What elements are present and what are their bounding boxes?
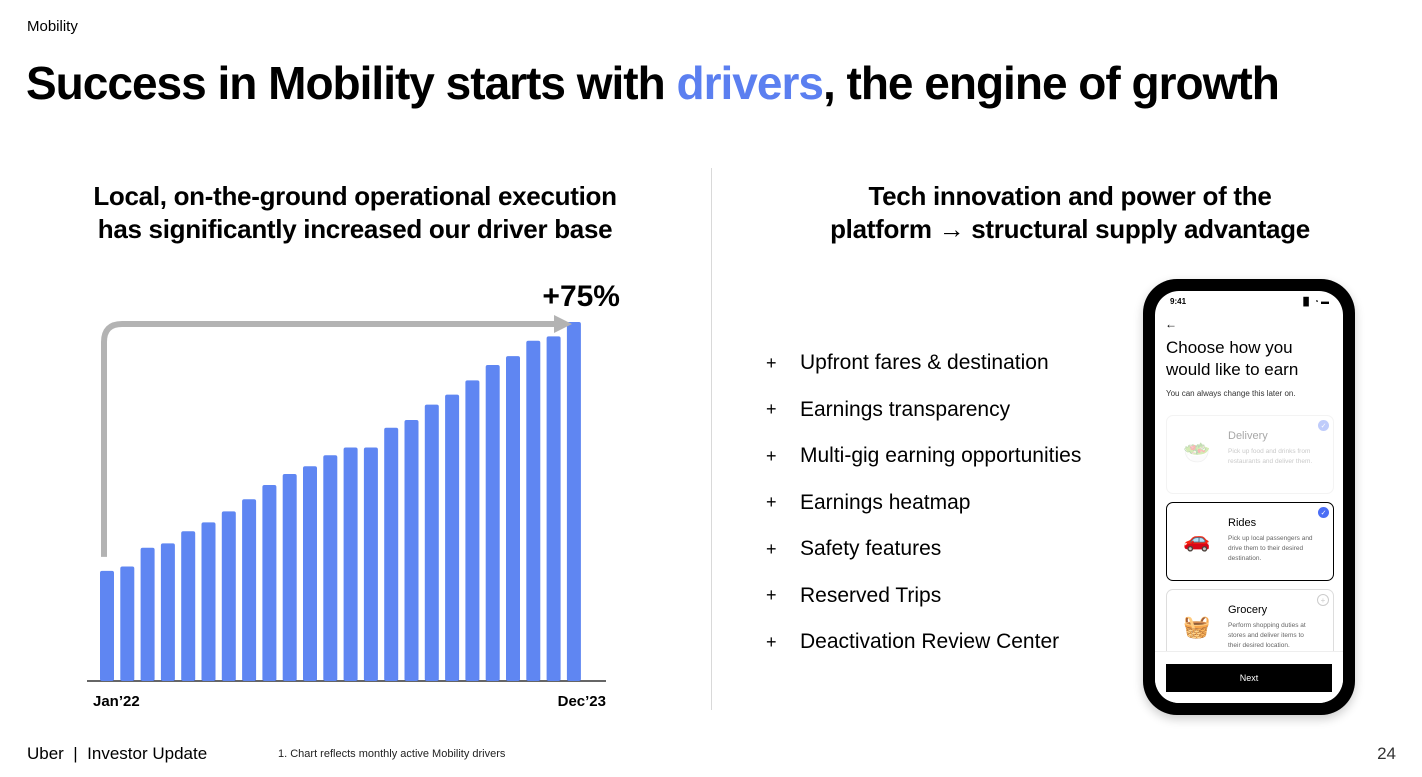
bar-Aug'23 bbox=[485, 364, 500, 681]
bar-Jun'23 bbox=[445, 394, 460, 681]
bar-Apr'23 bbox=[404, 420, 419, 681]
growth-annotation: +75% bbox=[542, 280, 620, 313]
option-desc: Pick up local passengers and drive them … bbox=[1228, 535, 1313, 562]
bar-Oct'22 bbox=[282, 473, 297, 681]
left-heading-line-1: Local, on-the-ground operational executi… bbox=[93, 181, 617, 211]
feature-label: Earnings heatmap bbox=[800, 490, 971, 514]
bar-Oct'23 bbox=[526, 340, 541, 681]
feature-item: + Upfront fares & destination bbox=[766, 340, 1081, 387]
plus-icon: + bbox=[766, 631, 777, 652]
bar-Sep'22 bbox=[262, 484, 277, 681]
driver-growth-chart: +75% Jan’22 Dec’23 bbox=[87, 280, 620, 710]
plus-icon: + bbox=[766, 492, 777, 513]
bar-Feb'22 bbox=[120, 566, 135, 681]
plus-icon: + bbox=[766, 538, 777, 559]
bar-Sep'23 bbox=[506, 356, 520, 681]
status-time: 9:41 bbox=[1170, 297, 1187, 306]
tick-label-end: Dec’23 bbox=[558, 693, 606, 710]
right-heading-line-2: platform → structural supply advantage bbox=[830, 214, 1310, 244]
bar-Jan'23 bbox=[343, 447, 358, 681]
check-icon: ✓ bbox=[1318, 507, 1329, 518]
right-heading: Tech innovation and power of the platfor… bbox=[770, 180, 1370, 246]
bar-Mar'22 bbox=[140, 547, 155, 681]
feature-label: Earnings transparency bbox=[800, 397, 1011, 421]
earn-option-delivery[interactable]: 🥗 Delivery Pick up food and drinks from … bbox=[1166, 415, 1334, 494]
feature-label: Multi-gig earning opportunities bbox=[800, 444, 1082, 468]
bar-Aug'22 bbox=[242, 499, 257, 681]
bar-Jul'22 bbox=[221, 511, 236, 681]
right-heading-line-1: Tech innovation and power of the bbox=[868, 181, 1272, 211]
feature-label: Deactivation Review Center bbox=[800, 630, 1060, 654]
phone-screen: 9:41 ▐▌ ◔ ▬ ← Choose how you would like … bbox=[1155, 291, 1343, 703]
page-number: 24 bbox=[1377, 744, 1396, 763]
bar-Jan'22 bbox=[100, 570, 114, 681]
option-desc: Perform shopping duties at stores and de… bbox=[1228, 622, 1306, 649]
section-label: Mobility bbox=[27, 18, 78, 35]
plus-icon: + bbox=[766, 352, 777, 373]
feature-label: Safety features bbox=[800, 537, 942, 561]
column-divider bbox=[711, 168, 712, 710]
title-part-1: Success in Mobility starts with bbox=[26, 57, 677, 109]
bar-May'22 bbox=[181, 531, 196, 681]
phone-heading: Choose how you would like to earn bbox=[1166, 338, 1299, 379]
check-icon: ✓ bbox=[1318, 420, 1329, 431]
back-arrow-icon[interactable]: ← bbox=[1165, 317, 1177, 331]
footnote: 1. Chart reflects monthly active Mobilit… bbox=[278, 748, 506, 760]
growth-arrow bbox=[101, 321, 556, 557]
feature-item: + Earnings heatmap bbox=[766, 480, 1081, 527]
food-bowl-icon: 🥗 bbox=[1183, 440, 1211, 465]
feature-item: + Reserved Trips bbox=[766, 573, 1081, 620]
option-name: Rides bbox=[1228, 517, 1257, 529]
next-button[interactable]: Next bbox=[1166, 664, 1332, 692]
left-heading: Local, on-the-ground operational executi… bbox=[40, 180, 670, 246]
bar-Feb'23 bbox=[363, 447, 378, 681]
phone-footer: Next bbox=[1155, 651, 1343, 703]
add-icon: + bbox=[1317, 594, 1329, 606]
bar-Dec'22 bbox=[323, 455, 338, 681]
bar-Jun'22 bbox=[201, 522, 216, 681]
title-part-2: , the engine of growth bbox=[822, 57, 1280, 109]
footer-brand: Uber | Investor Update bbox=[27, 744, 208, 763]
feature-item: + Earnings transparency bbox=[766, 387, 1081, 434]
plus-icon: + bbox=[766, 585, 777, 606]
bar-Nov'23 bbox=[546, 336, 561, 681]
feature-item: + Multi-gig earning opportunities bbox=[766, 433, 1081, 480]
title-accent: drivers bbox=[676, 57, 824, 109]
bar-Apr'22 bbox=[160, 543, 175, 681]
phone-subtitle: You can always change this later on. bbox=[1166, 389, 1296, 398]
tick-label-start: Jan’22 bbox=[93, 693, 140, 710]
left-heading-line-2: has significantly increased our driver b… bbox=[97, 214, 613, 244]
earn-option-rides[interactable]: 🚗 Rides Pick up local passengers and dri… bbox=[1166, 502, 1334, 581]
bar-Mar'23 bbox=[384, 427, 399, 681]
option-name: Grocery bbox=[1228, 604, 1268, 616]
feature-label: Upfront fares & destination bbox=[800, 351, 1049, 375]
feature-list: + Upfront fares & destination + Earnings tr… bbox=[766, 340, 1081, 666]
bar-Dec'23 bbox=[566, 322, 581, 681]
grocery-basket-icon: 🧺 bbox=[1183, 614, 1211, 639]
feature-label: Reserved Trips bbox=[800, 583, 942, 607]
bar-Nov'22 bbox=[303, 466, 317, 681]
arrow-head-icon bbox=[554, 315, 572, 333]
car-icon: 🚗 bbox=[1183, 527, 1211, 552]
plus-icon: + bbox=[766, 445, 777, 466]
phone-mockup: 9:41 ▐▌ ◔ ▬ ← Choose how you would like … bbox=[1143, 279, 1355, 715]
bar-May'23 bbox=[424, 404, 439, 681]
option-desc: Pick up food and drinks from restaurants… bbox=[1228, 448, 1313, 465]
feature-item: + Deactivation Review Center bbox=[766, 619, 1081, 666]
signal-wifi-battery-icon: ▐▌ ◔ ▬ bbox=[1300, 297, 1329, 306]
option-name: Delivery bbox=[1228, 430, 1268, 442]
plus-icon: + bbox=[766, 399, 777, 420]
page-title: Success in Mobility starts with drivers,… bbox=[26, 56, 1280, 110]
feature-item: + Safety features bbox=[766, 526, 1081, 573]
bar-Jul'23 bbox=[465, 380, 480, 681]
